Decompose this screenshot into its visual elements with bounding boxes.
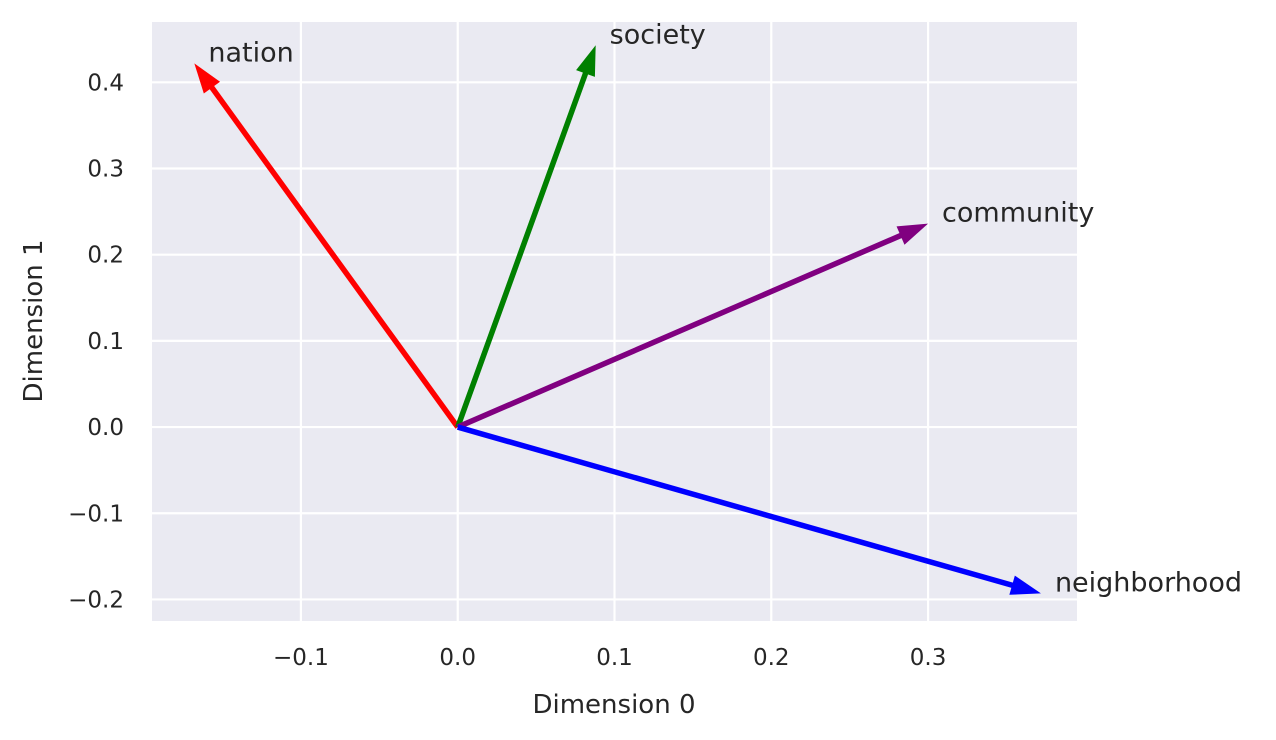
x-tick-label: −0.1 <box>273 645 329 671</box>
vector-community: community <box>456 198 1094 430</box>
y-tick-label: 0.3 <box>87 157 124 183</box>
vector-arrowhead <box>1009 575 1041 595</box>
vector-label: society <box>610 19 706 50</box>
y-axis-label: Dimension 1 <box>19 239 49 402</box>
y-tick-label: −0.1 <box>68 501 124 527</box>
x-tick-label: 0.3 <box>910 645 947 671</box>
vector-arrowhead <box>576 45 596 77</box>
vector-shaft <box>456 424 1015 589</box>
vector-label: nation <box>208 37 293 68</box>
vector-shaft <box>455 70 589 429</box>
y-tick-label: 0.2 <box>87 243 124 269</box>
y-tick-label: 0.1 <box>87 329 124 355</box>
vector-neighborhood: neighborhood <box>456 424 1242 598</box>
vector-label: neighborhood <box>1055 567 1242 598</box>
grid-lines <box>152 22 1077 621</box>
x-tick-label: 0.0 <box>439 645 476 671</box>
vector-society: society <box>455 19 706 429</box>
y-tick-labels: −0.2 −0.1 0.0 0.1 0.2 0.3 0.4 <box>68 70 124 613</box>
x-tick-labels: −0.1 0.0 0.1 0.2 0.3 <box>273 645 946 671</box>
vector-shaft <box>208 84 460 429</box>
x-tick-label: 0.1 <box>596 645 633 671</box>
vector-arrowhead <box>896 223 929 245</box>
x-tick-label: 0.2 <box>753 645 790 671</box>
vectors: nation society community neighborhood <box>194 19 1242 598</box>
vector-nation: nation <box>194 37 460 429</box>
vector-label: community <box>942 198 1094 229</box>
y-tick-label: −0.2 <box>68 587 124 613</box>
y-tick-label: 0.4 <box>87 70 124 96</box>
x-axis-label: Dimension 0 <box>532 690 695 720</box>
vector-arrowhead <box>194 63 221 94</box>
y-tick-label: 0.0 <box>87 415 124 441</box>
vector-shaft <box>456 232 904 430</box>
